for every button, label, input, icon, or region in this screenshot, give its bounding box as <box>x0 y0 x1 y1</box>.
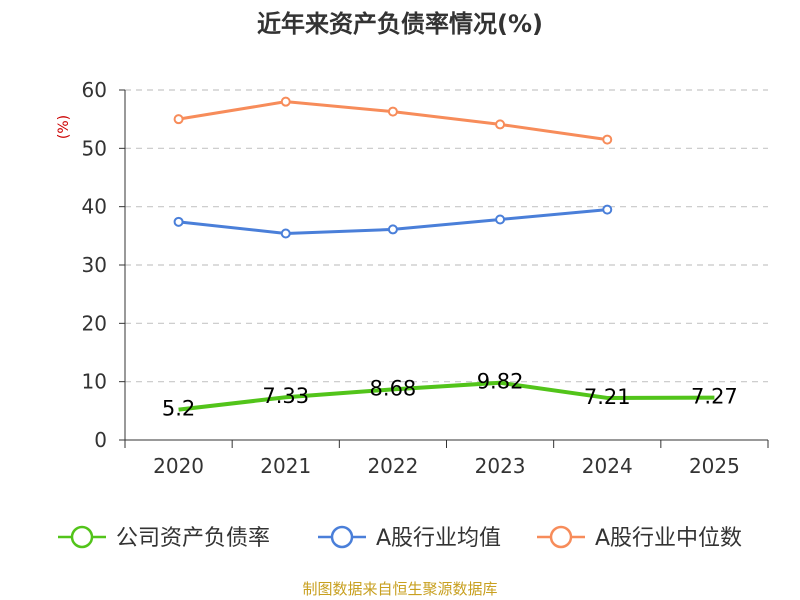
legend-item[interactable]: A股行业均值 <box>318 525 501 551</box>
legend-item[interactable]: A股行业中位数 <box>537 525 742 551</box>
x-tick-label: 2020 <box>153 454 204 478</box>
legend-item[interactable]: 公司资产负债率 <box>58 525 270 551</box>
data-label: 9.82 <box>477 370 524 394</box>
data-point <box>173 114 184 125</box>
x-tick-label: 2022 <box>367 454 418 478</box>
x-tick-label: 2021 <box>260 454 311 478</box>
data-point <box>602 204 613 215</box>
y-tick-label: 50 <box>82 136 107 160</box>
data-point <box>280 96 291 107</box>
legend: 公司资产负债率 A股行业均值 A股行业中位数 <box>58 525 742 551</box>
chart-title: 近年来资产负债率情况(%) <box>257 10 543 38</box>
data-point <box>280 228 291 239</box>
series-line <box>178 380 715 412</box>
y-axis-unit: (%) <box>56 115 72 139</box>
data-label: 7.21 <box>584 385 631 409</box>
legend-marker <box>70 525 94 549</box>
source-note: 制图数据来自恒生聚源数据库 <box>302 580 497 598</box>
data-label: 8.68 <box>370 376 417 400</box>
y-tick-label: 0 <box>94 428 107 452</box>
x-tick-label: 2024 <box>582 454 633 478</box>
data-point <box>387 224 398 235</box>
data-labels: 5.2 7.33 8.68 9.82 7.21 7.27 <box>162 370 738 421</box>
data-point <box>495 214 506 225</box>
data-point <box>495 119 506 130</box>
data-label: 7.33 <box>262 384 309 408</box>
data-label: 7.27 <box>691 385 738 409</box>
axes: 0 10 20 30 40 50 60 2020 2021 2022 2023 2024 2025 <box>82 78 769 478</box>
x-tick-label: 2023 <box>475 454 526 478</box>
y-tick-label: 30 <box>82 253 107 277</box>
y-tick-label: 10 <box>82 370 107 394</box>
y-tick-label: 60 <box>82 78 107 102</box>
grid-lines <box>125 89 768 383</box>
data-label: 5.2 <box>162 397 195 421</box>
y-tick-label: 20 <box>82 311 107 335</box>
legend-label: A股行业均值 <box>376 526 501 551</box>
data-point <box>173 216 184 227</box>
legend-marker <box>549 525 573 549</box>
x-tick-label: 2025 <box>689 454 740 478</box>
legend-marker <box>330 525 354 549</box>
legend-label: A股行业中位数 <box>595 526 742 551</box>
data-point <box>602 134 613 145</box>
y-tick-label: 40 <box>82 195 107 219</box>
series-lines <box>173 96 715 412</box>
legend-label: 公司资产负债率 <box>116 526 270 551</box>
data-point <box>387 106 398 117</box>
